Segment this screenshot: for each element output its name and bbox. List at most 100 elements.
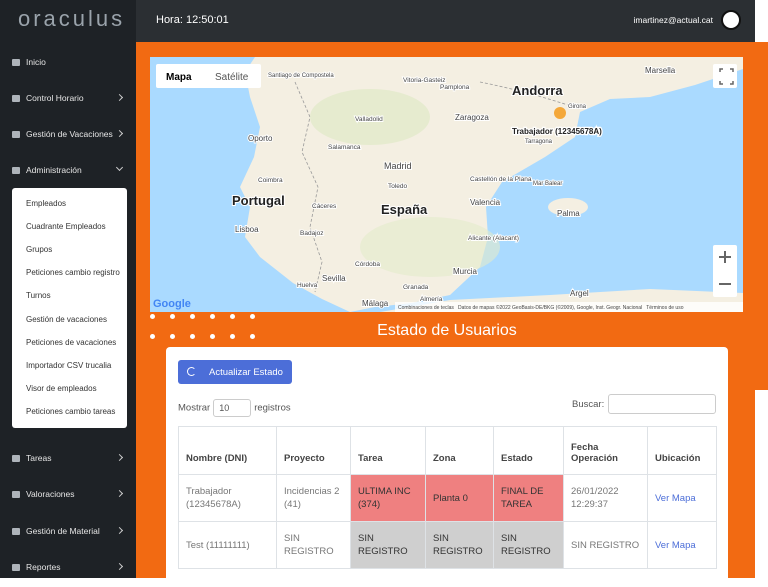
column-header[interactable]: Proyecto — [276, 426, 351, 475]
submenu-item[interactable]: Peticiones cambio tareas — [26, 406, 116, 416]
map-label: Lisboa — [235, 225, 259, 234]
label: registros — [254, 402, 291, 414]
column-header[interactable]: Fecha Operación — [563, 426, 648, 475]
dot — [250, 334, 255, 339]
fullscreen-icon — [719, 68, 734, 85]
map-label: Almería — [420, 296, 443, 303]
marker[interactable] — [554, 107, 566, 119]
menu-item[interactable]: Control Horario — [12, 93, 126, 103]
map-label: Toledo — [388, 183, 408, 190]
user-email[interactable]: imartinez@actual.cat — [633, 15, 714, 25]
icon — [12, 131, 20, 139]
button-label: Actualizar Estado — [209, 367, 283, 378]
map-label: Sevilla — [322, 274, 346, 283]
submenu-item[interactable]: Peticiones cambio registro — [26, 268, 120, 278]
menu-item[interactable]: Valoraciones — [12, 489, 126, 499]
map[interactable]: Marsella Andorra Santiago de Compostela Vit… — [150, 57, 743, 312]
refresh-button[interactable]: Actualizar Estado — [178, 360, 292, 384]
map-label: Argel — [570, 289, 589, 298]
submenu-item[interactable]: Gestión de vacaciones — [26, 314, 107, 324]
chevron — [115, 489, 124, 498]
menu-label: Gestión de Material — [26, 526, 100, 536]
island — [548, 198, 588, 216]
menu-label: Reportes — [26, 562, 61, 572]
submenu-item[interactable]: Cuadrante Empleados — [26, 222, 106, 232]
map-link[interactable]: Ver Mapa — [655, 539, 696, 551]
menu-label: Control Horario — [26, 93, 84, 103]
map-label: Málaga — [362, 299, 389, 308]
icon — [12, 528, 20, 536]
map-label: Santiago de Compostela — [268, 73, 334, 79]
logo[interactable]: oraculus — [18, 6, 126, 31]
column-header[interactable]: Estado — [493, 426, 564, 475]
table-cell: Test (11111111) — [178, 521, 277, 569]
map-label: Granada — [403, 284, 429, 291]
column-header[interactable]: Zona — [425, 426, 494, 475]
map-label: Murcia — [453, 267, 478, 276]
map-label: Marsella — [645, 66, 676, 75]
map-type-button[interactable]: Mapa — [166, 72, 192, 83]
map-label: Valladolid — [355, 116, 383, 123]
clock: Hora: 12:50:01 — [156, 14, 229, 26]
submenu-item[interactable]: Importador CSV trucalia — [26, 360, 112, 370]
menu-item[interactable]: Administración — [12, 163, 126, 175]
icon — [12, 167, 20, 175]
avatar[interactable] — [721, 10, 741, 30]
map-label: Andorra — [512, 83, 563, 98]
menu-item[interactable]: Reportes — [12, 562, 126, 572]
submenu-item[interactable]: Turnos — [26, 291, 51, 301]
table-cell: SIN REGISTRO — [563, 521, 648, 569]
section-title: Estado de Usuarios — [377, 322, 517, 339]
map-label: Palma — [557, 209, 580, 218]
submenu: Empleados Cuadrante Empleados Grupos Petici… — [12, 188, 127, 428]
icon — [12, 95, 20, 103]
border — [294, 81, 323, 293]
submenu-item[interactable]: Empleados — [26, 199, 67, 208]
topbar: Hora: 12:50:01 imartinez@actual.cat — [136, 0, 755, 42]
menu-item[interactable]: Inicio — [12, 57, 126, 67]
map-type-button[interactable]: Satélite — [215, 72, 249, 83]
border — [479, 81, 581, 110]
table-cell: SIN REGISTRO — [350, 521, 426, 569]
map-type-control — [156, 64, 261, 88]
submenu-item[interactable]: Visor de empleados — [26, 383, 97, 393]
search-label: Buscar: — [572, 399, 605, 410]
column-header[interactable]: Nombre (DNI) — [178, 426, 277, 475]
menu-item[interactable]: Gestión de Material — [12, 526, 126, 536]
column-header[interactable]: Ubicación — [647, 426, 717, 475]
map-label: Córdoba — [355, 261, 380, 268]
map-label: Girona — [568, 104, 587, 110]
zoom-in[interactable] — [719, 251, 731, 263]
table-cell: ULTIMA INC (374) — [350, 474, 426, 522]
map-label: Mar Balear — [533, 181, 562, 187]
map-label: Oporto — [248, 134, 273, 143]
menu-item[interactable]: Tareas — [12, 453, 126, 463]
dot — [210, 314, 215, 319]
dot — [170, 314, 175, 319]
map-link[interactable]: Ver Mapa — [655, 492, 696, 504]
menu-label: Valoraciones — [26, 489, 75, 499]
chevron — [115, 526, 124, 535]
submenu-item[interactable]: Grupos — [26, 245, 53, 255]
map-label: Badajoz — [300, 230, 324, 237]
icon — [12, 491, 20, 499]
table-row: Trabajador (12345678A) Incidencias 2 (41)… — [178, 474, 717, 522]
attribution: Combinaciones de teclas Datos de mapas ©… — [398, 304, 684, 311]
map-label: Vitoria-Gasteiz — [403, 77, 446, 84]
dot — [150, 314, 155, 319]
label: Mostrar — [178, 402, 211, 414]
google-logo: Google — [153, 298, 191, 310]
search-input[interactable] — [608, 394, 716, 414]
icon — [12, 564, 20, 572]
dot — [190, 314, 195, 319]
map-label: Salamanca — [328, 144, 361, 151]
menu-label: Inicio — [26, 57, 46, 67]
submenu-item[interactable]: Peticiones de vacaciones — [26, 337, 117, 347]
fullscreen-button[interactable] — [713, 64, 737, 88]
menu-item[interactable]: Gestión de Vacaciones — [12, 129, 126, 139]
page-size-select[interactable]: 10 — [213, 399, 252, 417]
map-label: Castellón de la Plana — [470, 176, 532, 183]
map-label: Pamplona — [440, 84, 470, 91]
column-header[interactable]: Tarea — [350, 426, 426, 475]
